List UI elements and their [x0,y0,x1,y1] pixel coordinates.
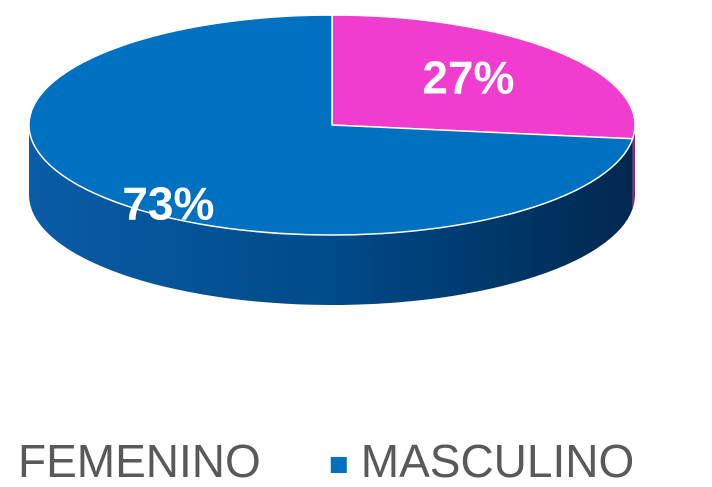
value-label: 27% [422,52,514,104]
legend-label: MASCULINO [361,435,634,487]
pie: 27% 73% [28,14,636,306]
slice-side [29,125,633,306]
slice [331,14,636,140]
legend: FEMENINO MASCULINO [18,435,634,487]
slice [28,14,634,236]
legend-marker [330,457,347,473]
slice-side [632,125,635,209]
legend-label: FEMENINO [18,435,261,487]
value-label: 73% [122,178,214,230]
